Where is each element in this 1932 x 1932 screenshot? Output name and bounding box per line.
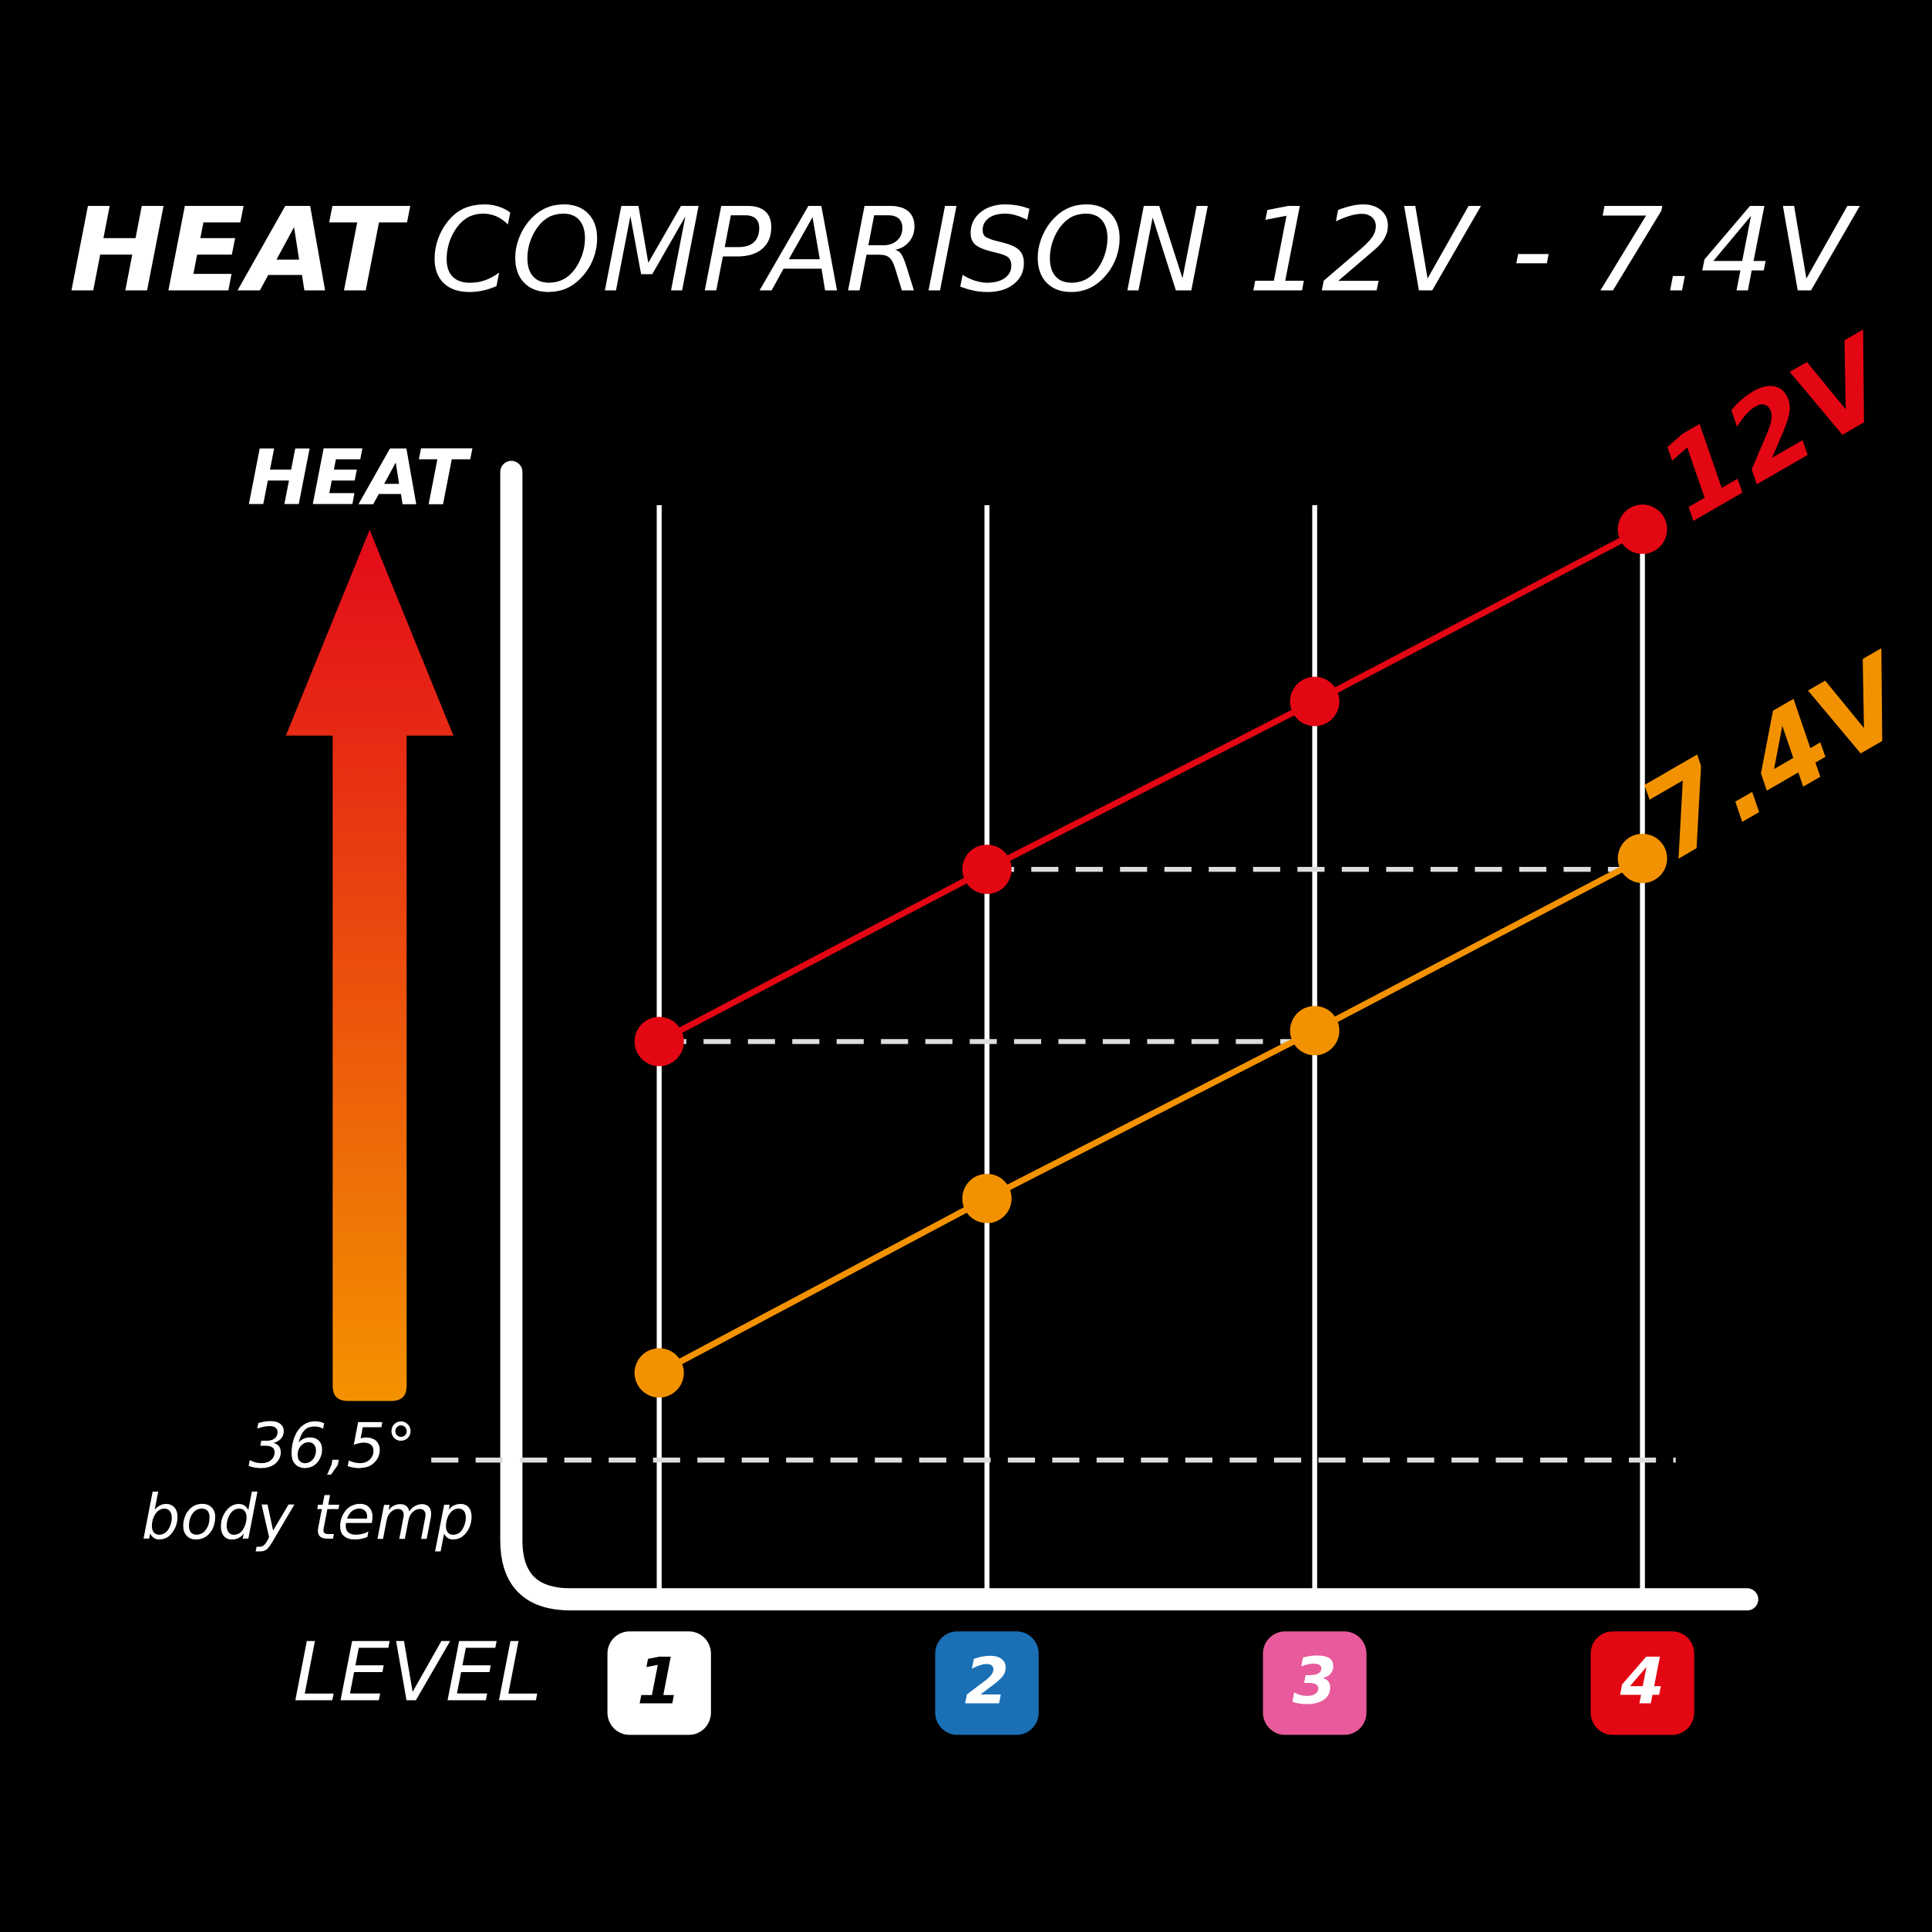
level-label: 1 — [637, 1644, 682, 1718]
level-label: 4 — [1620, 1644, 1665, 1718]
title-rest: COMPARISON 12V - 7.4V — [430, 184, 1860, 319]
level-label: 3 — [1293, 1644, 1337, 1718]
reference-label: 36,5° — [248, 1410, 416, 1482]
chart-title: HEAT COMPARISON 12V - 7.4V — [69, 184, 1860, 319]
series-line — [657, 526, 1644, 1044]
level-label: 2 — [965, 1644, 1010, 1718]
level-box — [1590, 1631, 1694, 1735]
level-box — [607, 1631, 711, 1735]
y-axis-label: HEAT — [248, 434, 474, 523]
data-point — [1290, 1006, 1340, 1056]
axis — [500, 460, 1758, 1611]
data-point — [962, 1173, 1012, 1223]
data-point — [634, 1017, 684, 1067]
data-point — [1290, 676, 1340, 727]
series-line — [657, 855, 1644, 1376]
reference-caption: body temp — [141, 1482, 474, 1553]
data-point — [962, 845, 1012, 895]
level-box — [935, 1631, 1039, 1735]
data-point — [1617, 504, 1667, 555]
data-point — [634, 1348, 684, 1398]
title-bold: HEAT — [69, 184, 411, 319]
level-box — [1263, 1631, 1367, 1735]
heat-arrow — [285, 529, 453, 1401]
data-point — [1617, 834, 1667, 883]
x-axis-label: LEVEL — [293, 1625, 542, 1720]
